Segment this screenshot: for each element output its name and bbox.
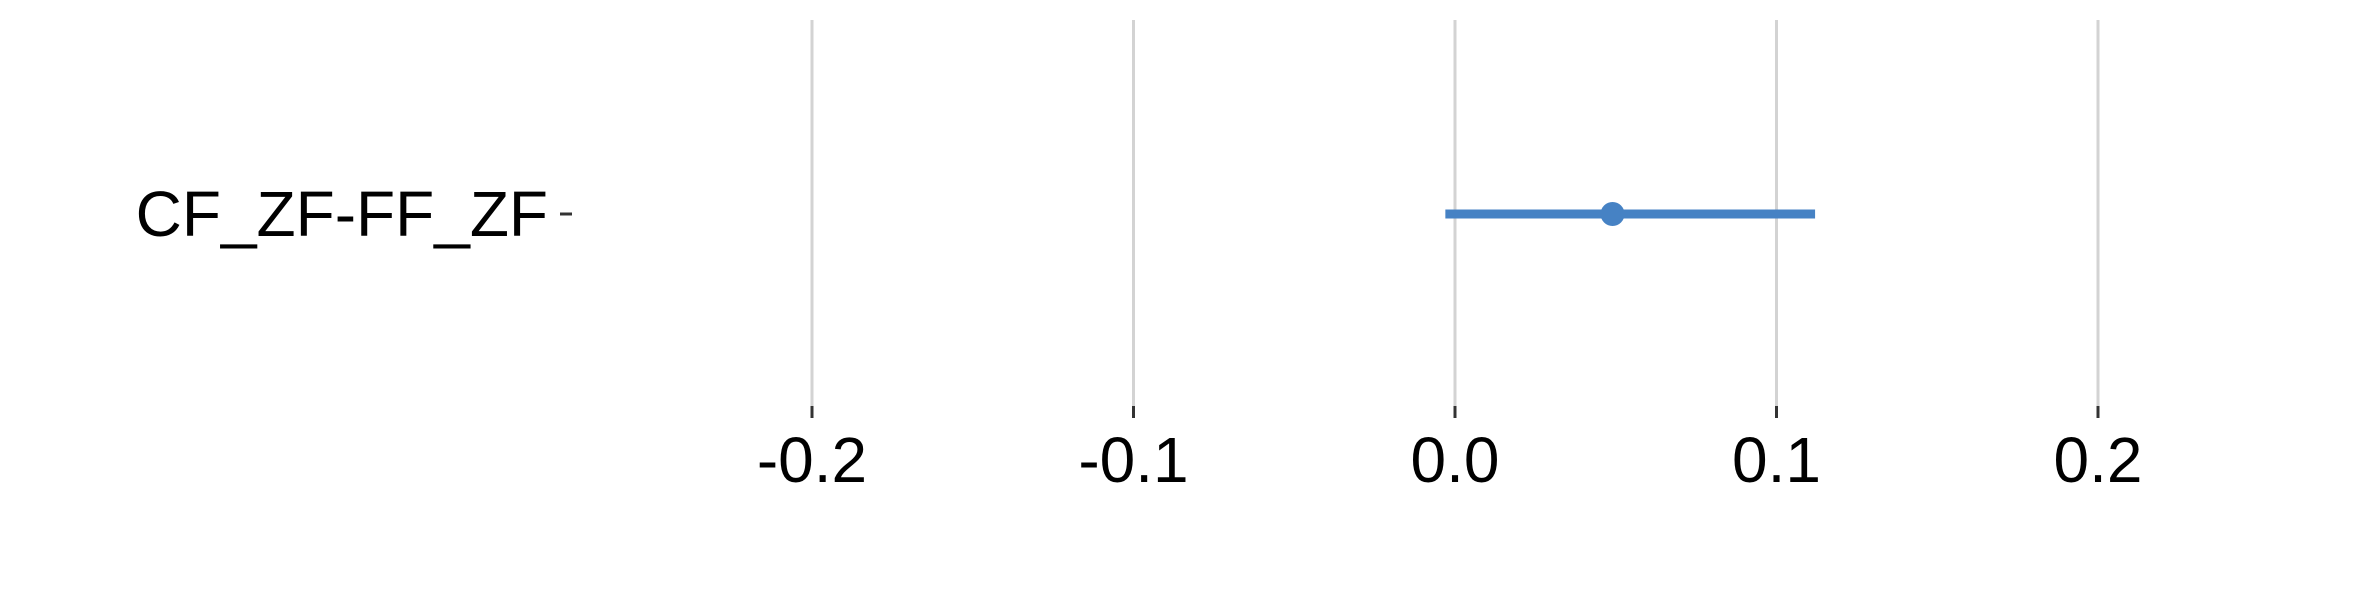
x-tick-label: 0.2 (2054, 424, 2143, 496)
x-tick-label: -0.2 (757, 424, 867, 496)
x-tick-label: 0.1 (1732, 424, 1821, 496)
row-label: CF_ZF-FF_ZF (136, 178, 548, 250)
x-tick-label: -0.1 (1078, 424, 1188, 496)
row-labels: CF_ZF-FF_ZF (136, 178, 572, 250)
estimates (1445, 202, 1816, 226)
x-tick-label: 0.0 (1411, 424, 1500, 496)
x-axis-tick-labels: -0.2 -0.1 0.0 0.1 0.2 (757, 424, 2143, 496)
x-axis-ticks (810, 406, 2100, 418)
point-estimate (1600, 202, 1625, 226)
